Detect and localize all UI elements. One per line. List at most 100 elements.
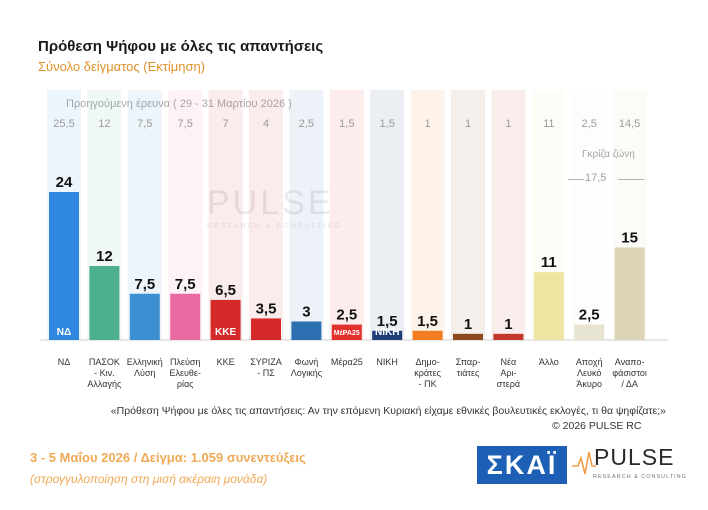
category-label: Δημο-κράτες - ΠΚ xyxy=(403,357,453,390)
column-background xyxy=(491,90,526,340)
bar-value-label: 24 xyxy=(56,174,73,191)
previous-value: 7,5 xyxy=(177,118,193,130)
bar xyxy=(129,293,160,340)
category-label-line: / ΔΑ xyxy=(621,379,638,389)
copyright-text: © 2026 PULSE RC xyxy=(552,420,642,432)
category-label-line: στερά xyxy=(496,379,521,389)
watermark-subtext: RESEARCH & CONSULTING xyxy=(207,223,342,230)
category-label: ΚΚΕ xyxy=(201,357,251,368)
category-label-line: Σπαρ- xyxy=(455,357,481,367)
bar-value-label: 1 xyxy=(464,316,472,333)
category-label-line: Φωνή xyxy=(294,357,319,367)
category-label-line: Δημο- xyxy=(415,357,440,367)
column-background xyxy=(572,90,607,340)
bar-value-label: 3,5 xyxy=(256,300,277,317)
category-label: Αναπο-φάσιστοι / ΔΑ xyxy=(605,357,655,390)
bar-value-label: 2,5 xyxy=(579,307,600,324)
category-label-line: ρίας xyxy=(176,379,194,389)
category-label: Άλλο xyxy=(524,357,574,368)
category-label-line: ΚΚΕ xyxy=(216,357,235,367)
category-label: ΠΑΣΟΚ - Κιν. Αλλαγής xyxy=(79,357,129,390)
column-background xyxy=(249,90,283,340)
category-label-line: Αποχή xyxy=(575,357,603,367)
category-label-line: Άλλο xyxy=(538,357,559,367)
previous-value: 7 xyxy=(222,118,229,130)
bar xyxy=(251,318,281,340)
column-background xyxy=(289,90,324,340)
party-logo-text: ΝΔ xyxy=(57,327,71,338)
category-label: Πλεύση Ελευθε-ρίας xyxy=(160,357,210,390)
bar xyxy=(49,192,79,340)
bar-value-label: 11 xyxy=(541,254,557,271)
bar xyxy=(291,321,322,340)
category-label: Αποχή Λευκό Άκυρο xyxy=(564,357,614,390)
previous-value: 2,5 xyxy=(298,118,315,130)
category-label: Σπαρ-τιάτες xyxy=(443,357,493,379)
category-label-line: Αναπο- xyxy=(614,357,645,367)
category-label-line: ΠΑΣΟΚ xyxy=(88,357,120,367)
category-label-line: Ελληνική xyxy=(126,357,163,367)
bar-value-label: 6,5 xyxy=(215,282,236,299)
category-label-line: κράτες xyxy=(414,368,441,378)
category-label-line: Νέα xyxy=(500,357,517,367)
bar xyxy=(614,247,645,340)
column-background xyxy=(208,90,243,340)
previous-value: 25,5 xyxy=(53,118,75,130)
bar-value-label: 1,5 xyxy=(417,313,438,330)
chart-subtitle: Σύνολο δείγματος (Εκτίμηση) xyxy=(38,59,206,74)
bar-value-label: 7,5 xyxy=(175,276,196,293)
previous-value: 12 xyxy=(98,118,111,130)
grey-zone-line-left xyxy=(568,179,584,180)
category-label: ΣΥΡΙΖΑ - ΠΣ xyxy=(241,357,291,379)
previous-value: 11 xyxy=(543,118,555,130)
category-label-line: φάσιστοι xyxy=(612,368,647,378)
bar xyxy=(331,324,362,340)
bar xyxy=(453,333,483,340)
category-label-line: Πλεύση xyxy=(169,357,201,367)
category-label-line: ΝΙΚΗ xyxy=(376,357,398,367)
bar xyxy=(574,324,605,340)
previous-value: 1,5 xyxy=(339,118,355,130)
category-label-line: Μέρα25 xyxy=(330,357,363,367)
category-label-line: Λογικής xyxy=(290,368,323,378)
bar-value-label: 12 xyxy=(96,248,113,265)
category-label-line: ΣΥΡΙΖΑ xyxy=(250,357,282,367)
category-label-line: - ΠΣ xyxy=(257,368,275,378)
grey-zone-line-right xyxy=(618,179,644,180)
category-label-line: τιάτες xyxy=(456,368,480,378)
bar-value-label: 7,5 xyxy=(134,276,155,293)
bar xyxy=(372,330,403,340)
party-logo-text: ΝΙΚΗ xyxy=(375,327,399,338)
party-logo-text: ΜέΡΑ25 xyxy=(334,330,360,337)
category-label: Φωνή Λογικής xyxy=(281,357,331,379)
skai-logo-text: ΣΚΑΪ xyxy=(486,450,558,480)
previous-value: 2,5 xyxy=(581,118,597,130)
category-label-line: - Κιν. xyxy=(94,368,115,378)
category-label-line: - ΠΚ xyxy=(418,379,437,389)
previous-value: 7,5 xyxy=(137,118,153,130)
category-label: ΝΔ xyxy=(39,357,89,368)
rounding-note: (στρογγυλοποίηση στη μισή ακέραιη μονάδα… xyxy=(30,472,268,486)
chart-title: Πρόθεση Ψήφου με όλες τις απαντήσεις xyxy=(38,38,324,55)
category-label-line: ΝΔ xyxy=(57,357,71,367)
survey-question: «Πρόθεση Ψήφου με όλες τις απαντήσεις: Α… xyxy=(110,405,666,417)
pulse-wave-icon xyxy=(572,451,596,475)
column-background xyxy=(451,90,485,340)
bar-value-label: 1,5 xyxy=(377,313,398,330)
bar-value-label: 15 xyxy=(621,230,638,247)
previous-value: 4 xyxy=(262,118,270,130)
previous-value: 1 xyxy=(505,118,512,130)
category-label-line: Αρι- xyxy=(500,368,517,378)
previous-value: 14,5 xyxy=(618,118,641,130)
bar xyxy=(493,333,524,340)
category-label-line: Λευκό xyxy=(577,368,602,378)
party-logo-text: ΚΚΕ xyxy=(215,327,236,338)
previous-value: 1 xyxy=(424,118,431,130)
bar-value-label: 1 xyxy=(504,316,512,333)
category-label-line: Ελευθε- xyxy=(169,368,201,378)
skai-logo: ΣΚΑΪ xyxy=(477,446,567,484)
bar xyxy=(533,272,564,340)
bar xyxy=(170,293,201,340)
